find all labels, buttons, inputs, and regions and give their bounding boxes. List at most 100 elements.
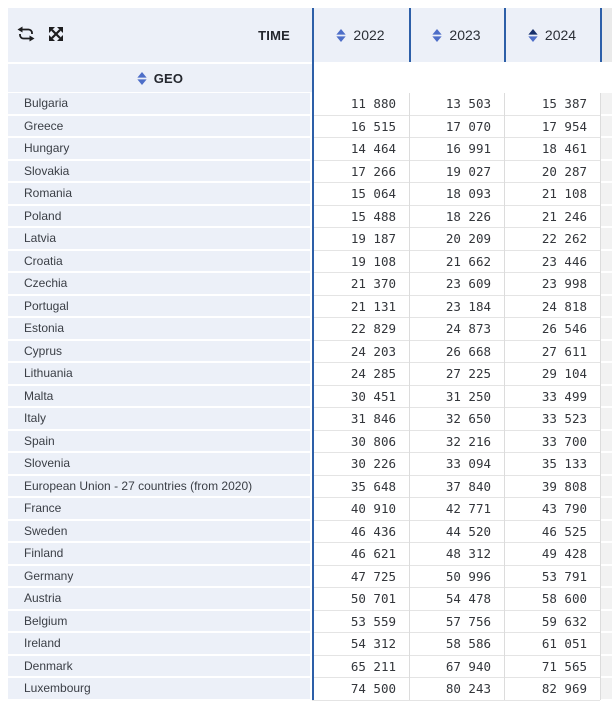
row-label: Bulgaria [8, 93, 312, 116]
overflow-column-stub [600, 498, 612, 521]
data-cell: 21 370 [312, 273, 409, 296]
data-cell: 18 093 [409, 183, 504, 206]
table-row: France 40 910 42 771 43 790 [8, 498, 612, 521]
data-cell: 35 648 [312, 475, 409, 498]
row-label: Cyprus [8, 340, 312, 364]
overflow-column-stub [600, 363, 612, 386]
table-row: Germany 47 725 50 996 53 791 [8, 565, 612, 589]
table-row: Poland 15 488 18 226 21 246 [8, 205, 612, 229]
data-cell: 17 070 [409, 115, 504, 138]
row-label: Denmark [8, 655, 312, 679]
overflow-column-stub [600, 160, 612, 184]
table-body: Bulgaria 11 880 13 503 15 387 Greece 16 … [8, 93, 612, 701]
data-cell: 57 756 [409, 610, 504, 633]
data-cell: 16 991 [409, 138, 504, 161]
row-label: Slovakia [8, 160, 312, 184]
swap-rotate-button[interactable] [14, 23, 38, 47]
expand-arrows-button[interactable] [44, 23, 68, 47]
row-label: Romania [8, 183, 312, 206]
row-label: Estonia [8, 318, 312, 341]
data-cell: 26 668 [409, 340, 504, 363]
data-cell: 24 873 [409, 318, 504, 341]
data-cell: 18 226 [409, 205, 504, 228]
data-cell: 35 133 [504, 453, 600, 476]
data-cell: 49 428 [504, 543, 600, 566]
data-cell: 21 108 [504, 183, 600, 206]
overflow-column-stub [600, 588, 612, 611]
data-cell: 19 187 [312, 228, 409, 251]
data-cell: 31 846 [312, 408, 409, 431]
data-cell: 21 662 [409, 250, 504, 273]
overflow-column-stub [600, 408, 612, 431]
row-label: Portugal [8, 295, 312, 319]
year-column-header-2023[interactable]: 2023 [409, 8, 504, 62]
row-label: Spain [8, 430, 312, 454]
table-row: Malta 30 451 31 250 33 499 [8, 385, 612, 409]
data-cell: 22 262 [504, 228, 600, 251]
sort-updown-icon [528, 28, 538, 42]
data-cell: 17 266 [312, 160, 409, 183]
data-cell: 23 609 [409, 273, 504, 296]
data-cell: 65 211 [312, 655, 409, 678]
geo-column-header[interactable]: GEO [8, 64, 312, 92]
overflow-column-stub [600, 115, 612, 139]
row-label: Ireland [8, 633, 312, 656]
row-label: Luxembourg [8, 678, 312, 701]
data-cell: 19 108 [312, 250, 409, 273]
year-column-header-2024[interactable]: 2024 [504, 8, 600, 62]
data-cell: 21 246 [504, 205, 600, 228]
overflow-column-stub [600, 475, 612, 499]
overflow-column-stub [600, 205, 612, 229]
row-label: Germany [8, 565, 312, 589]
table-header-row: TIME 2022 2023 2024 [8, 8, 612, 62]
data-cell: 48 312 [409, 543, 504, 566]
sort-updown-icon [137, 71, 147, 85]
row-label: France [8, 498, 312, 521]
data-cell: 17 954 [504, 115, 600, 138]
overflow-column-stub [600, 520, 612, 544]
data-cell: 54 312 [312, 633, 409, 656]
overflow-column-stub [600, 8, 612, 62]
table-row: European Union - 27 countries (from 2020… [8, 475, 612, 499]
data-cell: 11 880 [312, 93, 409, 116]
year-columns: 2022 2023 2024 [312, 8, 600, 62]
data-cell: 24 203 [312, 340, 409, 363]
row-label: Hungary [8, 138, 312, 161]
data-cell: 74 500 [312, 678, 409, 701]
data-cell: 54 478 [409, 588, 504, 611]
data-cell: 80 243 [409, 678, 504, 701]
data-cell: 15 064 [312, 183, 409, 206]
row-label: Finland [8, 543, 312, 566]
overflow-column-stub [600, 295, 612, 319]
overflow-column-stub [600, 610, 612, 634]
data-cell: 53 791 [504, 565, 600, 588]
overflow-column-stub [600, 385, 612, 409]
data-cell: 20 287 [504, 160, 600, 183]
sort-updown-icon [336, 28, 347, 42]
overflow-column-stub [600, 633, 612, 656]
overflow-column-stub [600, 250, 612, 274]
data-cell: 46 525 [504, 520, 600, 543]
data-cell: 37 840 [409, 475, 504, 498]
data-cell: 18 461 [504, 138, 600, 161]
year-column-header-2022[interactable]: 2022 [312, 8, 409, 62]
data-cell: 33 499 [504, 385, 600, 408]
row-label: Austria [8, 588, 312, 611]
sort-updown-icon [432, 28, 443, 42]
table-row: Italy 31 846 32 650 33 523 [8, 408, 612, 431]
data-cell: 31 250 [409, 385, 504, 408]
row-label: European Union - 27 countries (from 2020… [8, 475, 312, 499]
header-toolbar-cell: TIME [8, 8, 312, 62]
data-cell: 33 523 [504, 408, 600, 431]
pivot-table: TIME 2022 2023 2024 [8, 8, 612, 701]
swap-rotate-icon [16, 25, 36, 46]
expand-arrows-icon [47, 25, 65, 46]
data-cell: 24 818 [504, 295, 600, 318]
table-row: Sweden 46 436 44 520 46 525 [8, 520, 612, 544]
overflow-column-stub [600, 318, 612, 341]
row-label: Czechia [8, 273, 312, 296]
row-label: Belgium [8, 610, 312, 634]
overflow-column-stub [600, 655, 612, 679]
row-label: Greece [8, 115, 312, 139]
data-cell: 46 621 [312, 543, 409, 566]
